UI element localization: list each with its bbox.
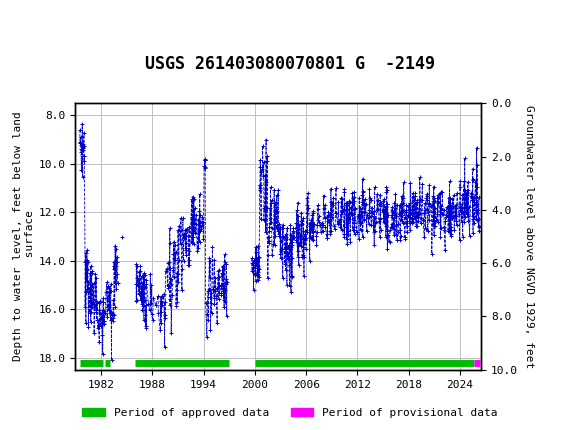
Legend: Period of approved data, Period of provisional data: Period of approved data, Period of provi… bbox=[78, 403, 502, 422]
Text: USGS 261403080070801 G  -2149: USGS 261403080070801 G -2149 bbox=[145, 55, 435, 74]
Y-axis label: Depth to water level, feet below land
 surface: Depth to water level, feet below land su… bbox=[13, 112, 35, 361]
Y-axis label: Groundwater level above NGVD 1929, feet: Groundwater level above NGVD 1929, feet bbox=[524, 105, 534, 368]
Text: ≡USGS: ≡USGS bbox=[10, 8, 74, 28]
